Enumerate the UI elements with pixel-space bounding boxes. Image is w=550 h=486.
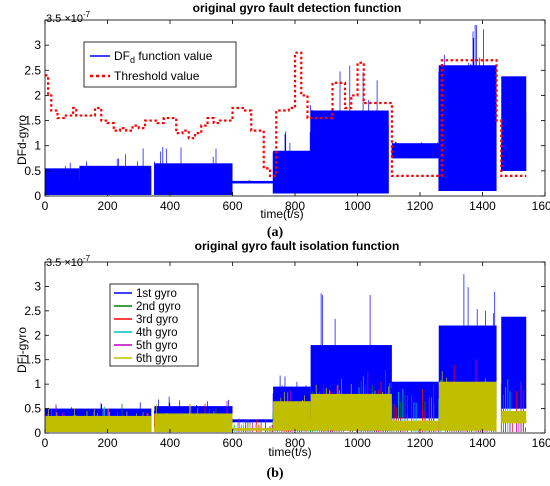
isolation-trace-gyro-6-4 xyxy=(310,384,393,431)
detection-legend-threshold-label: Threshold value xyxy=(114,69,200,83)
isolation-series-layer xyxy=(45,274,527,433)
isolation-trace-gyro-6-6 xyxy=(438,371,497,431)
isolation-trace-gyro-6-1 xyxy=(154,403,233,432)
isolation-legend-label-2: 2nd gyro xyxy=(136,301,181,313)
detection-y-tick-label-2: 2 xyxy=(34,88,41,102)
isolation-trace-gyro-6-3 xyxy=(272,392,311,431)
detection-x-tick-label-1400: 1400 xyxy=(469,199,496,213)
detection-y-tick-label-0: 0 xyxy=(34,189,41,203)
detection-x-tick-label-200: 200 xyxy=(97,199,117,213)
detection-y-exponent: 3.5 ×10-7 xyxy=(46,10,91,25)
detection-trace-signal-2 xyxy=(154,147,233,195)
detection-series-layer xyxy=(45,24,527,195)
isolation-legend-label-3: 3rd gyro xyxy=(136,314,178,326)
isolation-x-tick-label-200: 200 xyxy=(97,436,117,450)
detection-legend-box xyxy=(83,41,237,88)
isolation-x-tick-label-0: 0 xyxy=(42,436,49,450)
detection-panel-label: (a) xyxy=(267,225,284,240)
detection-trace-signal-4 xyxy=(272,131,311,194)
isolation-y-tick-label-0: 0 xyxy=(34,426,41,440)
isolation-panel-label: (b) xyxy=(266,466,283,481)
detection-y-tick-label-3: 3 xyxy=(34,38,41,52)
isolation-x-tick-label-1200: 1200 xyxy=(407,436,434,450)
isolation-legend-box xyxy=(109,283,199,367)
isolation-y-tick-label-1: 1 xyxy=(34,377,41,391)
isolation-trace-gyro-6-0 xyxy=(45,407,152,432)
detection-legend-signal-label: DFd function value xyxy=(114,49,213,65)
detection-trace-signal-3 xyxy=(232,179,274,184)
detection-trace-signal-1 xyxy=(79,148,152,195)
isolation-chart-panel: original gyro fault isolation function 3… xyxy=(15,239,550,481)
isolation-trace-gyro-5-7 xyxy=(503,382,526,432)
isolation-y-tick-label-2: 2 xyxy=(34,328,41,342)
detection-trace-signal-5 xyxy=(310,65,389,194)
isolation-x-tick-label-600: 600 xyxy=(222,436,242,450)
isolation-x-tick-label-1400: 1400 xyxy=(469,436,496,450)
detection-x-tick-label-0: 0 xyxy=(42,199,49,213)
detection-series-signal xyxy=(45,24,527,195)
detection-x-axis-label: time(t/s) xyxy=(260,207,303,221)
detection-chart-panel: original gyro fault detection function 3… xyxy=(15,1,550,240)
detection-chart-title: original gyro fault detection function xyxy=(193,1,402,15)
isolation-series-gyro-6 xyxy=(45,371,527,433)
detection-x-tick-label-1000: 1000 xyxy=(344,199,371,213)
isolation-y-exponent: 3.5 ×10-7 xyxy=(46,254,91,269)
detection-y-tick-label-0.5: 0.5 xyxy=(24,164,41,178)
isolation-x-axis-label: time(t/s) xyxy=(268,445,311,459)
isolation-y-tick-label-1.5: 1.5 xyxy=(24,353,41,367)
detection-threshold-line xyxy=(45,51,527,177)
detection-legend: DFd function value Threshold value xyxy=(83,41,237,88)
isolation-trace-gyro-6-2 xyxy=(232,421,274,431)
isolation-y-tick-label-0.5: 0.5 xyxy=(24,402,41,416)
isolation-y-tick-label-2.5: 2.5 xyxy=(24,304,41,318)
isolation-legend-label-6: 6th gyro xyxy=(136,353,178,365)
detection-x-tick-label-400: 400 xyxy=(160,199,180,213)
detection-trace-signal-7 xyxy=(438,24,497,191)
isolation-legend-label-4: 4th gyro xyxy=(136,327,178,339)
detection-y-axis-label: DFd-gyro xyxy=(15,115,29,165)
isolation-legend-label-5: 5th gyro xyxy=(136,340,178,352)
isolation-trace-gyro-6-5 xyxy=(391,418,439,431)
isolation-trace-gyro-6-7 xyxy=(500,411,527,424)
isolation-y-tick-label-3: 3 xyxy=(34,279,41,293)
isolation-trace-gyro-4-7 xyxy=(503,379,511,432)
detection-x-tick-label-800: 800 xyxy=(285,199,305,213)
detection-x-tick-label-600: 600 xyxy=(222,199,242,213)
isolation-y-axis-label: DFi-gyro xyxy=(15,327,29,373)
isolation-x-tick-label-1000: 1000 xyxy=(344,436,371,450)
detection-y-tick-label-1.5: 1.5 xyxy=(24,114,41,128)
detection-trace-signal-8 xyxy=(500,80,527,171)
isolation-chart-title: original gyro fault isolation function xyxy=(195,239,400,253)
detection-trace-signal-0 xyxy=(45,162,80,195)
isolation-x-tick-label-400: 400 xyxy=(160,436,180,450)
detection-x-tick-label-1200: 1200 xyxy=(407,199,434,213)
detection-y-tick-label-2.5: 2.5 xyxy=(24,63,41,77)
detection-y-tick-label-1: 1 xyxy=(34,139,41,153)
isolation-legend-label-1: 1st gyro xyxy=(136,288,177,300)
isolation-x-tick-label-800: 800 xyxy=(285,436,305,450)
